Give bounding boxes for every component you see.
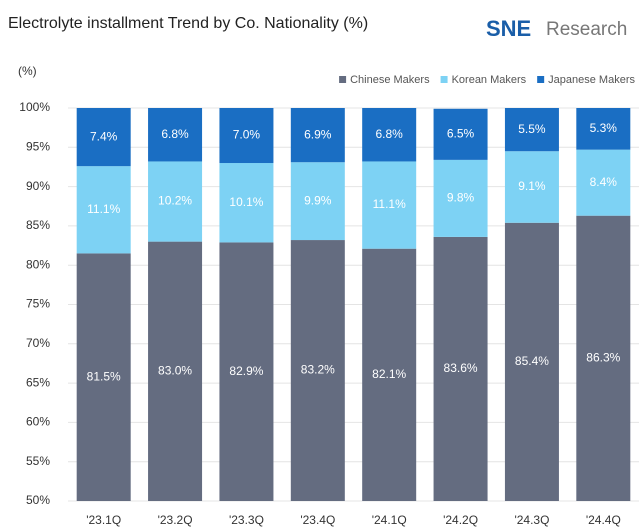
data-label: 83.0% <box>158 363 192 377</box>
x-tick-label: '23.4Q <box>300 513 335 527</box>
data-label: 83.6% <box>444 361 478 375</box>
data-label: 82.9% <box>229 364 263 378</box>
bar-segment <box>433 108 488 160</box>
bar-segment <box>219 242 274 501</box>
brand-suffix: Research <box>546 19 627 40</box>
data-label: 5.5% <box>518 122 546 136</box>
bar-segment <box>148 161 203 242</box>
bar-segment <box>290 240 345 501</box>
x-tick-label: '23.1Q <box>86 513 121 527</box>
y-tick-label: 75% <box>26 297 50 311</box>
data-label: 6.5% <box>447 127 475 141</box>
data-label: 6.9% <box>304 127 332 141</box>
bar-segment <box>290 108 345 163</box>
y-tick-label: 60% <box>26 415 50 429</box>
bar-segment <box>76 253 131 501</box>
data-label: 83.2% <box>301 363 335 377</box>
data-label: 5.3% <box>590 121 618 135</box>
y-tick-label: 65% <box>26 375 50 389</box>
bar-segment <box>433 159 488 237</box>
bar-segment <box>504 108 559 152</box>
y-axis-label: (%) <box>18 64 37 78</box>
legend-swatch <box>339 76 347 83</box>
y-tick-label: 85% <box>26 218 50 232</box>
bar-segment <box>362 161 417 249</box>
x-tick-label: '23.2Q <box>158 513 193 527</box>
x-tick-label: '23.3Q <box>229 513 264 527</box>
bar-segment <box>362 248 417 501</box>
bar-segment <box>290 162 345 241</box>
data-label: 7.0% <box>233 128 261 142</box>
bar-segment <box>576 108 631 150</box>
data-label: 11.1% <box>87 202 120 216</box>
legend-swatch <box>440 76 448 83</box>
y-tick-label: 50% <box>26 493 50 507</box>
bar-segment <box>576 149 631 216</box>
y-tick-label: 70% <box>26 336 50 350</box>
x-tick-label: '24.4Q <box>586 513 621 527</box>
y-tick-label: 95% <box>26 139 50 153</box>
bar-segment <box>576 215 631 501</box>
bar-segment <box>362 108 417 162</box>
legend-label: Chinese Makers <box>350 74 430 86</box>
x-tick-label: '24.3Q <box>514 513 549 527</box>
y-tick-label: 90% <box>26 179 50 193</box>
data-label: 10.1% <box>229 195 263 209</box>
bar-segment <box>76 166 131 254</box>
data-label: 7.4% <box>90 129 118 143</box>
brand: SNE <box>486 16 531 41</box>
bar-segment <box>76 108 131 167</box>
bar-segment <box>433 236 488 502</box>
bar-segment <box>148 108 203 162</box>
bar-segment <box>219 108 274 164</box>
y-tick-label: 55% <box>26 454 50 468</box>
y-tick-label: 80% <box>26 257 50 271</box>
bar-segment <box>148 241 203 501</box>
data-label: 8.4% <box>590 175 618 189</box>
data-label: 11.1% <box>373 197 406 211</box>
data-label: 9.8% <box>447 191 475 205</box>
bar-segment <box>504 151 559 223</box>
data-label: 81.5% <box>87 369 121 383</box>
x-tick-label: '24.2Q <box>443 513 478 527</box>
y-tick-label: 100% <box>19 100 50 114</box>
data-label: 86.3% <box>586 351 620 365</box>
data-label: 10.2% <box>158 194 192 208</box>
bar-segment <box>219 163 274 243</box>
data-label: 9.9% <box>304 193 332 207</box>
legend-swatch <box>537 76 545 83</box>
x-tick-label: '24.1Q <box>372 513 407 527</box>
data-label: 6.8% <box>376 127 404 141</box>
legend-label: Japanese Makers <box>548 74 635 86</box>
data-label: 85.4% <box>515 354 549 368</box>
data-label: 9.1% <box>518 179 546 193</box>
bar-segment <box>504 222 559 502</box>
data-label: 82.1% <box>372 367 406 381</box>
chart-title: Electrolyte installment Trend by Co. Nat… <box>8 15 368 32</box>
data-label: 6.8% <box>161 127 189 141</box>
legend-label: Korean Makers <box>452 74 527 86</box>
